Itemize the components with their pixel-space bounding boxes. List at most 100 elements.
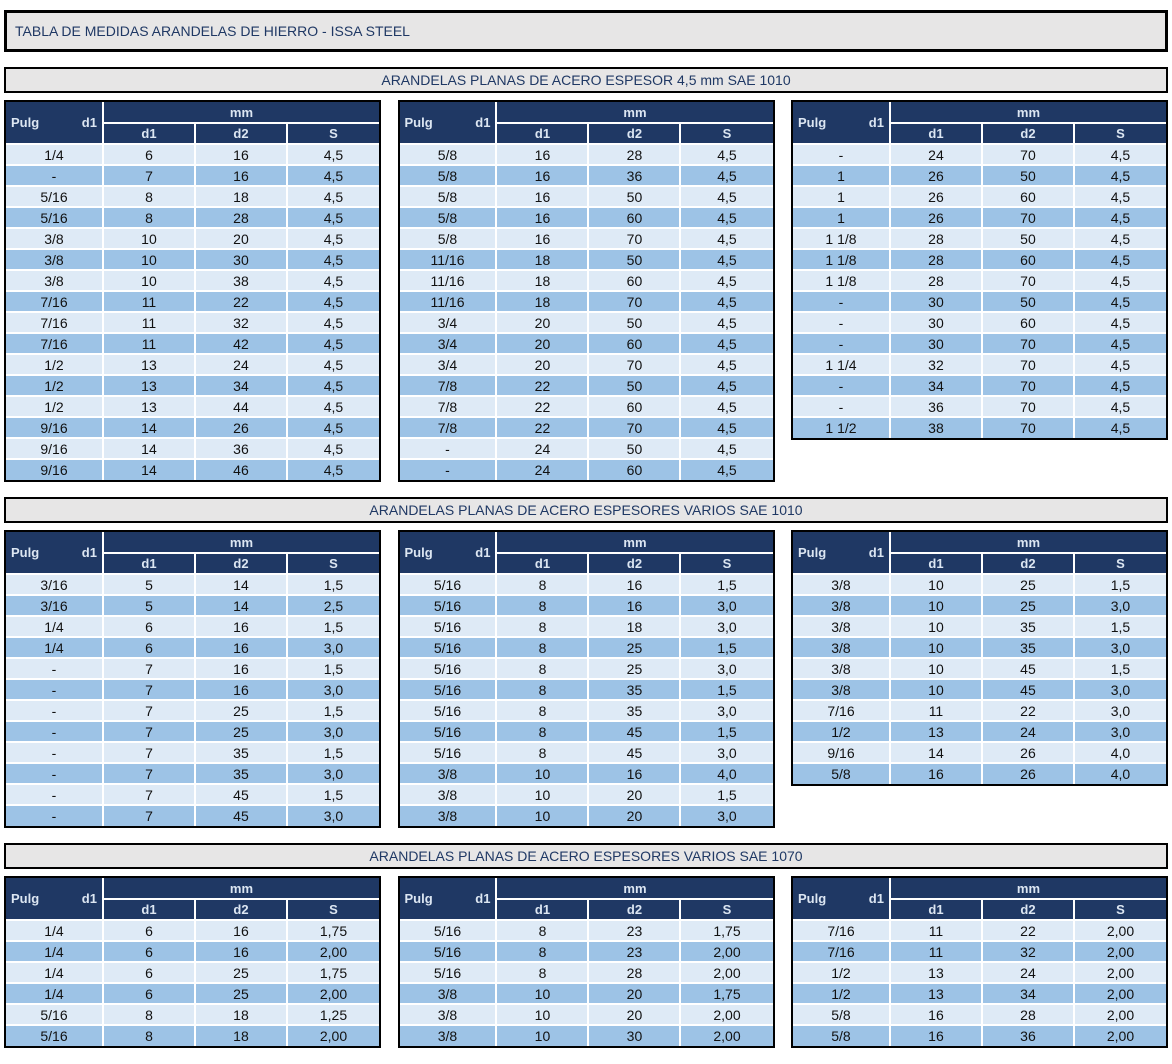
cell-d2: 35 [981,616,1075,638]
cell-d2: 45 [981,679,1075,701]
cell-d2: 25 [981,574,1075,596]
pulg-d1-label: d1 [81,891,97,906]
table-row: 7/16 11 22 3,0 [793,700,1166,722]
cell-d1: 8 [102,1025,196,1046]
column-header-d1: d1 [889,123,983,145]
section: ARANDELAS PLANAS DE ACERO ESPESORES VARI… [4,843,1168,1048]
cell-d2: 16 [194,144,288,166]
cell-d2: 23 [588,920,682,942]
table-row: 5/8 16 28 4,5 [399,144,773,166]
pulg-label: Pulg [11,545,40,560]
column-header-pulg: Pulg d1 [399,102,498,145]
table-row: 11/16 18 50 4,5 [399,249,773,271]
table-row: -24 70 4,5 [793,144,1166,166]
cell-pulg: 1 [793,207,891,229]
cell-d2: 70 [588,354,682,376]
pulg-d1-label: d1 [868,115,884,130]
cell-pulg: 1/4 [6,941,104,963]
washer-size-table: Pulg d1 mm d1 d2 S 3/16 5 14 1,5 3/16 5 14 2,5 1… [6,532,379,826]
column-header-pulg: Pulg d1 [6,532,104,575]
table-row: 1/2 13 24 2,00 [793,962,1166,984]
table-body: 7/16 11 22 2,00 7/16 11 32 2,00 1/2 13 24 2,00 1/2 13… [793,920,1166,1046]
cell-d2: 44 [194,396,288,418]
cell-s: 3,0 [680,700,773,722]
cell-d2: 70 [981,417,1075,438]
cell-d2: 70 [981,333,1075,355]
cell-pulg: 5/16 [399,962,498,984]
cell-s: 3,0 [1073,637,1166,659]
cell-pulg: 5/16 [399,700,498,722]
table-header: Pulg d1 mm d1 d2 S [399,532,773,575]
cell-pulg: 5/16 [399,679,498,701]
cell-d1: 11 [102,333,196,355]
washer-size-table: Pulg d1 mm d1 d2 S 7/16 11 22 2,00 7/16 11 32 2… [793,878,1166,1046]
table-row: 5/16 8 45 3,0 [399,742,773,764]
cell-pulg: 1 [793,186,891,208]
cell-d1: 16 [889,1004,983,1026]
cell-s: 4,5 [1073,144,1166,166]
table-row: 3/8 10 35 1,5 [793,616,1166,638]
cell-d1: 8 [496,616,590,638]
table-row: 1/4 6 16 2,00 [6,941,379,963]
table-header: Pulg d1 mm d1 d2 S [399,102,773,145]
cell-d1: 8 [102,186,196,208]
cell-s: 4,5 [680,417,773,439]
cell-d2: 34 [981,983,1075,1005]
table-body: 3/16 5 14 1,5 3/16 5 14 2,5 1/4 6 16 1,5 1/4 6 16 3,0-7… [6,574,379,826]
table-body: 1/4 6 16 4,5-7 16 4,5 5/16 8 18 4,5 5/16 8 28 4,5 3/8 1… [6,144,379,480]
cell-s: 1,5 [680,574,773,596]
table-row: 1/2 13 34 2,00 [793,983,1166,1005]
cell-d1: 6 [102,941,196,963]
cell-d2: 16 [588,595,682,617]
cell-pulg: 1 [793,165,891,187]
cell-pulg: - [399,438,498,460]
cell-pulg: 1/4 [6,144,104,166]
table-row: 1/4 6 16 1,75 [6,920,379,942]
cell-d2: 16 [194,941,288,963]
cell-pulg: 5/8 [399,144,498,166]
cell-s: 3,0 [1073,679,1166,701]
cell-s: 4,5 [680,228,773,250]
table-row: 1 26 50 4,5 [793,165,1166,187]
cell-d2: 18 [194,1025,288,1046]
column-header-s: S [286,553,379,575]
table-row: 3/8 10 38 4,5 [6,270,379,292]
cell-d1: 13 [889,962,983,984]
table-row: 3/4 20 50 4,5 [399,312,773,334]
cell-d1: 10 [889,616,983,638]
column-header-s: S [1073,899,1166,921]
cell-d2: 18 [588,616,682,638]
column-header-d1: d1 [889,553,983,575]
table-row: 3/8 10 25 3,0 [793,595,1166,617]
table-row: 5/16 8 25 1,5 [399,637,773,659]
table-row: 5/16 8 18 4,5 [6,186,379,208]
table-body: 5/16 8 23 1,75 5/16 8 23 2,00 5/16 8 28 2,00 3/8 10 20… [399,920,773,1046]
cell-d1: 10 [889,574,983,596]
cell-d2: 60 [588,396,682,418]
section-tables: Pulg d1 mm d1 d2 S 3/16 5 14 1,5 3/16 5 14 2,5 1… [4,530,1168,828]
pulg-d1-label: d1 [868,545,884,560]
cell-s: 4,5 [286,438,379,460]
cell-s: 1,5 [1073,574,1166,596]
cell-s: 1,5 [286,784,379,806]
cell-d2: 30 [194,249,288,271]
table-row: -36 70 4,5 [793,396,1166,418]
cell-d1: 7 [102,784,196,806]
table-row: 1 1/8 28 50 4,5 [793,228,1166,250]
cell-d1: 28 [889,249,983,271]
cell-d1: 5 [102,574,196,596]
cell-s: 4,5 [286,354,379,376]
cell-pulg: 5/16 [6,1025,104,1046]
pulg-label: Pulg [404,545,433,560]
cell-s: 4,5 [286,333,379,355]
cell-pulg: - [6,742,104,764]
table-row: 3/8 10 25 1,5 [793,574,1166,596]
cell-d1: 7 [102,165,196,187]
pulg-d1-label: d1 [475,891,491,906]
table-row: 7/16 11 22 2,00 [793,920,1166,942]
cell-s: 4,5 [286,249,379,271]
cell-pulg: - [399,459,498,480]
cell-pulg: 9/16 [6,459,104,480]
table-row: -7 35 3,0 [6,763,379,785]
cell-s: 4,5 [680,375,773,397]
